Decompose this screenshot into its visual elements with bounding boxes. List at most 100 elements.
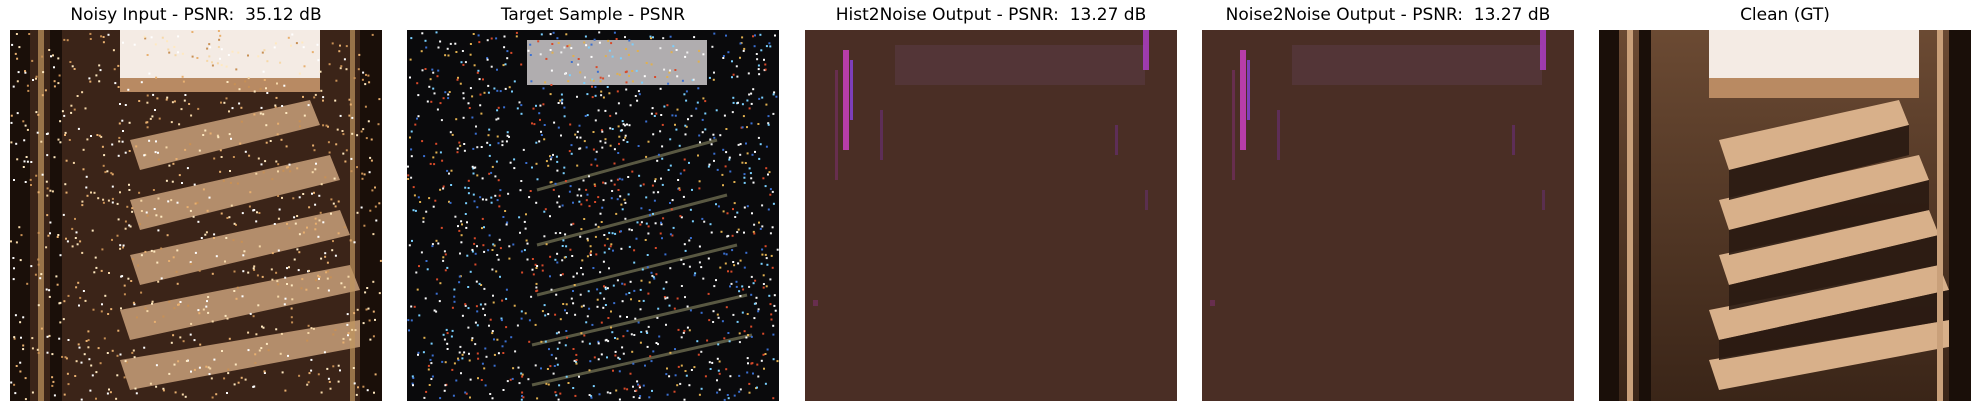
noise-speck [206, 59, 209, 62]
noise-speck [275, 328, 278, 331]
noise-speck [210, 377, 213, 380]
noise-speck [412, 377, 415, 379]
noise-speck [144, 37, 147, 40]
noise-speck [579, 147, 582, 150]
target-sample-svg [407, 30, 779, 401]
noise-speck [15, 142, 18, 145]
noise-speck [102, 41, 105, 44]
noise-speck [292, 197, 295, 200]
noise-speck [46, 154, 49, 157]
noise-speck [588, 205, 591, 208]
noise-speck [649, 35, 652, 38]
noise-speck [269, 140, 272, 142]
noise-speck [661, 123, 664, 126]
noise-speck [508, 135, 510, 138]
noise-speck [257, 157, 260, 160]
noise-speck [122, 130, 124, 132]
noise-speck [16, 158, 19, 161]
noise-speck [746, 99, 749, 102]
noise-speck [254, 353, 257, 356]
noise-speck [90, 135, 92, 137]
noise-speck [556, 37, 559, 40]
noise-speck [515, 31, 518, 34]
noise-speck [372, 310, 375, 313]
noise-speck [549, 49, 552, 51]
noise-speck [657, 343, 659, 346]
noise-speck [586, 93, 589, 96]
noise-speck [59, 301, 62, 304]
noise-speck [491, 332, 494, 335]
noise-speck [685, 374, 688, 377]
noise-speck [587, 290, 590, 293]
noise-speck [657, 191, 660, 194]
noise-speck [521, 373, 524, 376]
noise-speck [700, 266, 703, 269]
noise-speck [151, 115, 154, 118]
noise-speck [524, 227, 527, 230]
noise-speck [557, 331, 560, 334]
noise-speck [81, 251, 84, 254]
noise-speck [765, 285, 768, 288]
noise-speck [63, 114, 66, 117]
noise-speck [690, 114, 693, 117]
noise-speck [202, 134, 205, 136]
noise-speck [638, 93, 641, 96]
noise-speck [459, 144, 462, 147]
noise-speck [343, 286, 346, 289]
noise-speck [613, 148, 616, 151]
noise-speck [240, 240, 243, 243]
noise-speck [111, 173, 114, 176]
noise-speck [764, 245, 767, 248]
noise-speck [608, 247, 611, 250]
noise-speck [244, 150, 247, 153]
noise-speck [140, 254, 143, 257]
noise-speck [312, 144, 315, 147]
noise-speck [604, 304, 607, 306]
noise-speck [617, 152, 620, 154]
noise-speck [722, 148, 725, 151]
noise-speck [746, 357, 749, 360]
noise-speck [24, 124, 27, 127]
noise-speck [558, 195, 560, 198]
noise-speck [496, 199, 499, 202]
noise-speck [313, 96, 316, 99]
noise-speck [628, 245, 631, 248]
noise-speck [528, 340, 531, 343]
noise-speck [441, 360, 444, 363]
noise-speck [140, 199, 143, 202]
noise-speck [742, 49, 745, 52]
noise-speck [603, 244, 606, 247]
noise-speck [10, 141, 13, 144]
noise-speck [563, 256, 566, 259]
noise-speck [761, 253, 764, 256]
noise-speck [560, 51, 563, 54]
noise-speck [623, 283, 626, 286]
noise-speck [613, 183, 616, 186]
noise-speck [727, 397, 730, 400]
noise-speck [154, 109, 156, 111]
noise-speck [223, 101, 226, 104]
noise-speck [718, 360, 721, 363]
noise-speck [280, 138, 283, 141]
noise-speck [424, 297, 427, 300]
noise-speck [298, 196, 301, 199]
noise-speck [556, 363, 559, 366]
noise-speck [762, 332, 765, 335]
noise-speck [509, 161, 512, 164]
noise-speck [495, 118, 498, 121]
noise-speck [332, 365, 335, 368]
noise-speck [66, 372, 69, 375]
noise-speck [46, 132, 49, 135]
noise-speck [645, 196, 648, 199]
noise-speck [261, 51, 264, 54]
noise-speck [648, 281, 651, 284]
noise-speck [735, 285, 738, 288]
noise-speck [681, 79, 684, 82]
noise-speck [76, 243, 79, 246]
noise-speck [326, 367, 329, 370]
noise-speck [345, 68, 348, 71]
noise-speck [172, 162, 175, 165]
noise-speck [694, 272, 697, 275]
noise-speck [683, 169, 686, 172]
noise-speck [31, 59, 34, 62]
